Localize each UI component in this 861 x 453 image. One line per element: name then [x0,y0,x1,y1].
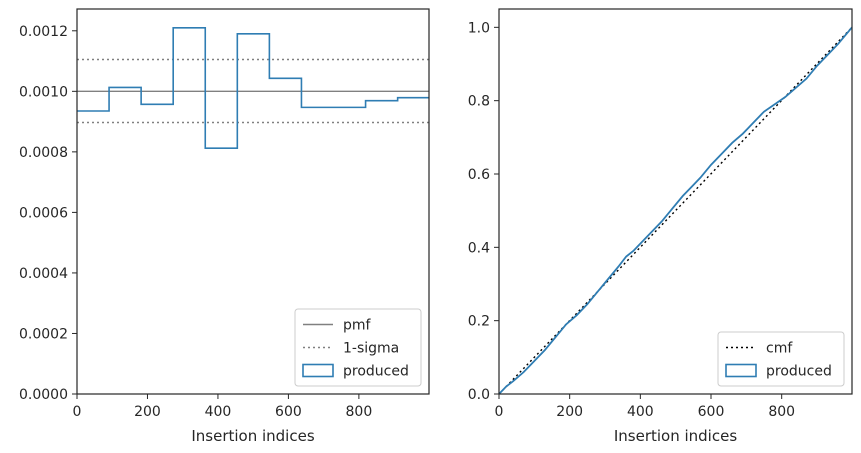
plot-frame [76,8,430,395]
y-tick-label: 0.0000 [19,387,68,403]
series-line-produced [498,26,853,395]
y-tick-label: 0.6 [468,167,490,183]
legend-swatch-produced [725,363,757,378]
y-tick-label: 0.8 [468,94,490,110]
y-tick-label: 0.0008 [19,145,68,161]
x-tick-label: 400 [205,404,232,420]
chart-panel-pmf: 0 200 400 600 800 0.0000 0.0002 0.0004 0.0006 0.0… [19,8,430,445]
x-tick-label: 200 [134,404,161,420]
x-axis-label: Insertion indices [191,427,314,445]
x-tick-label: 600 [698,404,725,420]
y-tick-label: 0.0010 [19,84,68,100]
y-tick-label: 0.2 [468,314,490,330]
x-axis-label: Insertion indices [614,427,737,445]
y-tick-label: 0.0002 [19,326,68,342]
x-tick-label: 200 [556,404,583,420]
y-tick-label: 0.0004 [19,266,68,282]
y-tick-label: 0.4 [468,240,490,256]
x-tick-label: 800 [768,404,795,420]
legend-label-produced: produced [766,364,832,380]
plot-frame [498,8,853,395]
x-tick-label: 800 [346,404,373,420]
x-tick-label: 0 [73,404,82,420]
y-tick-label: 0.0 [468,387,490,403]
x-tick-label: 0 [495,404,504,420]
x-tick-label: 400 [627,404,654,420]
legend-swatch-produced [302,363,334,378]
y-tick-label: 0.0006 [19,205,68,221]
histogram-steps-produced [77,26,429,150]
legend-label-pmf: pmf [343,318,372,334]
legend-box [717,331,845,387]
legend-label-1-sigma: 1-sigma [343,341,399,357]
y-tick-label: 0.0012 [19,24,68,40]
chart-panel-cmf: 0 200 400 600 800 0.0 0.2 0.4 0.6 0.8 1.0 Insertion… [468,8,853,445]
legend-label-produced: produced [343,364,409,380]
legend-label-cmf: cmf [766,341,793,357]
y-tick-label: 1.0 [468,20,490,36]
x-tick-label: 600 [275,404,302,420]
legend-box [294,308,422,387]
